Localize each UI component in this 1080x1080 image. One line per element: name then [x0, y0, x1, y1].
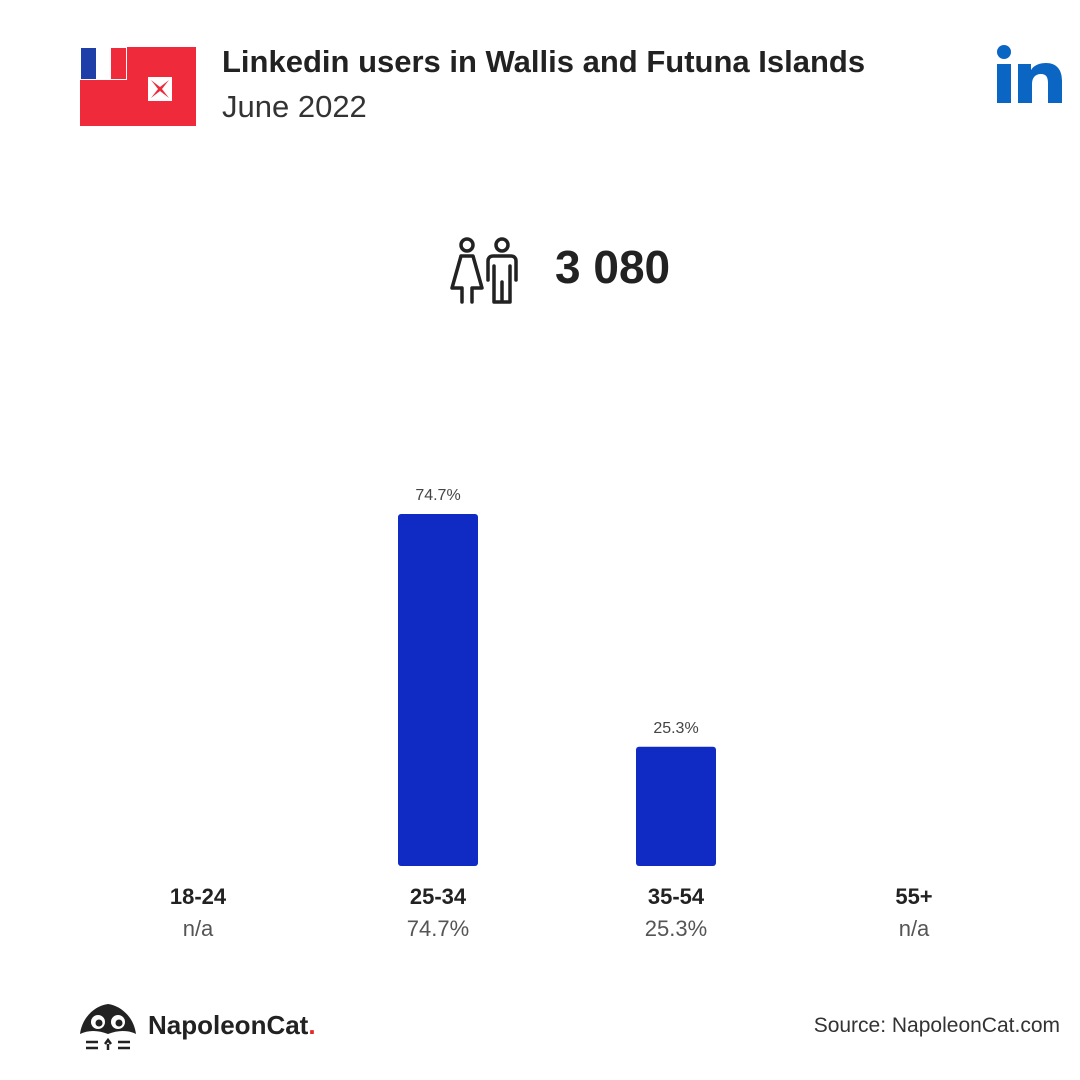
bar-25-34 [398, 514, 478, 866]
page-subtitle: June 2022 [222, 89, 367, 124]
category-label-35-54: 35-54 [647, 884, 705, 909]
category-label-25-34: 25-34 [409, 884, 467, 909]
people-icon [450, 237, 518, 304]
bar-data-label-25-34: 74.7% [415, 487, 460, 504]
wallis-futuna-flag-icon [80, 47, 196, 126]
category-value-55+: n/a [898, 916, 930, 941]
brand-name: NapoleonCat. [148, 1010, 316, 1041]
page-title: Linkedin users in Wallis and Futuna Isla… [222, 44, 866, 79]
category-value-35-54: 25.3% [644, 916, 708, 941]
source-text: Source: NapoleonCat.com [813, 1014, 1060, 1037]
category-value-18-24: n/a [182, 916, 214, 941]
napoleoncat-logo-icon [80, 1004, 136, 1050]
brand-name-text: NapoleonCat [148, 1010, 309, 1040]
category-label-18-24: 18-24 [169, 884, 227, 909]
category-value-25-34: 74.7% [406, 916, 470, 941]
total-users: 3 080 [555, 241, 671, 293]
linkedin-logo-icon [997, 45, 1062, 103]
bar-35-54 [636, 746, 716, 866]
category-label-55+: 55+ [895, 884, 933, 909]
brand-dot: . [308, 1010, 316, 1040]
bar-data-label-35-54: 25.3% [653, 720, 698, 737]
